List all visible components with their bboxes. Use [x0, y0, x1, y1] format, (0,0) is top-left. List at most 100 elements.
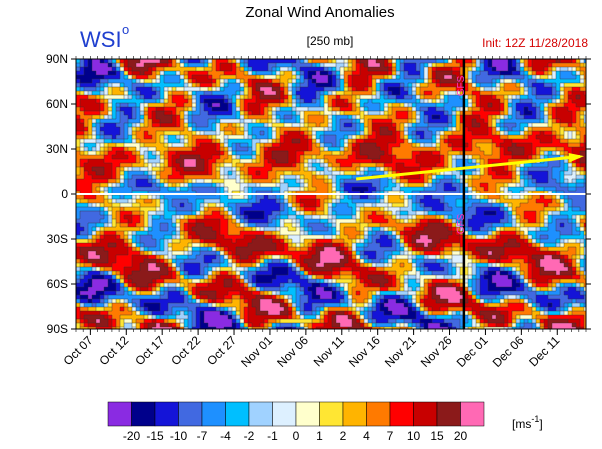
field-cell: [284, 75, 289, 80]
field-cell: [524, 135, 529, 140]
field-cell: [516, 135, 521, 140]
field-cell: [360, 159, 365, 164]
field-cell: [384, 195, 389, 200]
field-cell: [308, 151, 313, 156]
field-cell: [324, 111, 329, 116]
field-cell: [452, 151, 457, 156]
field-cell: [500, 183, 505, 188]
field-cell: [84, 211, 89, 216]
field-cell: [212, 119, 217, 124]
field-cell: [176, 135, 181, 140]
field-cell: [268, 159, 273, 164]
field-cell: [104, 155, 109, 160]
field-cell: [144, 183, 149, 188]
field-cell: [528, 107, 533, 112]
field-cell: [492, 111, 497, 116]
field-cell: [412, 127, 417, 132]
field-cell: [504, 83, 509, 88]
field-cell: [272, 123, 277, 128]
field-cell: [460, 107, 465, 112]
field-cell: [528, 143, 533, 148]
field-cell: [380, 119, 385, 124]
field-cell: [264, 135, 269, 140]
field-cell: [364, 59, 369, 64]
field-cell: [376, 71, 381, 76]
wsi-logo-text: WSI: [80, 27, 122, 52]
field-cell: [560, 175, 565, 180]
field-cell: [464, 187, 469, 192]
field-cell: [220, 95, 225, 100]
field-cell: [492, 63, 497, 68]
field-cell: [376, 187, 381, 192]
field-cell: [356, 127, 361, 132]
field-cell: [564, 63, 569, 68]
field-cell: [216, 143, 221, 148]
field-cell: [536, 103, 541, 108]
field-cell: [292, 63, 297, 68]
field-cell: [248, 187, 253, 192]
field-cell: [232, 103, 237, 108]
field-cell: [216, 83, 221, 88]
field-cell: [572, 95, 577, 100]
field-cell: [528, 203, 533, 208]
field-cell: [532, 75, 537, 80]
field-cell: [332, 163, 337, 168]
field-cell: [524, 143, 529, 148]
field-cell: [320, 135, 325, 140]
field-cell: [536, 79, 541, 84]
field-cell: [220, 167, 225, 172]
field-cell: [492, 187, 497, 192]
field-cell: [128, 211, 133, 216]
field-cell: [220, 99, 225, 104]
field-cell: [432, 147, 437, 152]
field-cell: [208, 95, 213, 100]
field-cell: [292, 199, 297, 204]
field-cell: [264, 75, 269, 80]
field-cell: [396, 59, 401, 64]
field-cell: [252, 207, 257, 212]
field-cell: [108, 87, 113, 92]
field-cell: [324, 211, 329, 216]
field-cell: [160, 95, 165, 100]
field-cell: [128, 111, 133, 116]
field-cell: [216, 151, 221, 156]
field-cell: [144, 95, 149, 100]
field-cell: [344, 67, 349, 72]
field-cell: [156, 91, 161, 96]
field-cell: [492, 99, 497, 104]
field-cell: [304, 179, 309, 184]
field-cell: [332, 63, 337, 68]
field-cell: [584, 155, 586, 160]
field-cell: [512, 131, 517, 136]
field-cell: [384, 107, 389, 112]
field-cell: [408, 95, 413, 100]
field-cell: [576, 127, 581, 132]
field-cell: [356, 195, 361, 200]
field-cell: [232, 171, 237, 176]
field-cell: [400, 119, 405, 124]
field-cell: [440, 111, 445, 116]
field-cell: [400, 179, 405, 184]
field-cell: [76, 143, 81, 148]
field-cell: [204, 107, 209, 112]
field-cell: [276, 87, 281, 92]
field-cell: [424, 135, 429, 140]
field-cell: [192, 195, 197, 200]
field-cell: [260, 71, 265, 76]
field-cell: [460, 203, 465, 208]
field-cell: [232, 123, 237, 128]
field-cell: [468, 167, 473, 172]
field-cell: [212, 135, 217, 140]
field-cell: [468, 119, 473, 124]
field-cell: [528, 163, 533, 168]
field-cell: [528, 139, 533, 144]
field-cell: [228, 71, 233, 76]
field-cell: [552, 155, 557, 160]
field-cell: [180, 139, 185, 144]
field-cell: [356, 207, 361, 212]
field-cell: [392, 207, 397, 212]
field-cell: [496, 71, 501, 76]
field-cell: [496, 167, 501, 172]
field-cell: [380, 195, 385, 200]
field-cell: [364, 171, 369, 176]
